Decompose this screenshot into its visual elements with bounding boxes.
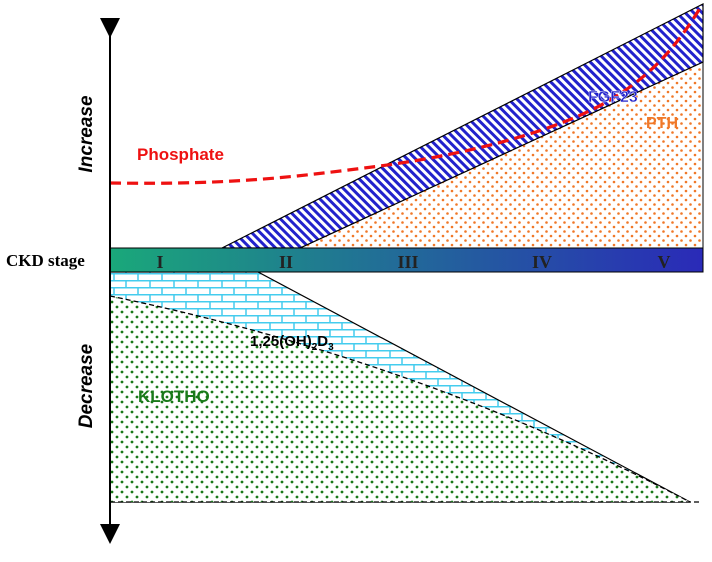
decrease-label: Decrease: [76, 343, 97, 428]
vitd-label: 1,25(OH)2D3: [250, 333, 334, 353]
ckd-stage-label: CKD stage: [6, 251, 85, 270]
stage-label-3: III: [397, 252, 418, 272]
increase-label: Increase: [76, 95, 97, 173]
klotho-region: [110, 296, 690, 502]
pth-label: PTH: [646, 115, 678, 132]
fgf23-label: FGF23: [588, 89, 638, 106]
stage-label-5: V: [658, 252, 671, 272]
phosphate-label: Phosphate: [137, 145, 224, 164]
stage-label-2: II: [279, 252, 293, 272]
klotho-label: KLOTHO: [138, 387, 210, 406]
stage-label-4: IV: [532, 252, 552, 272]
phosphate-curve: [109, 7, 702, 185]
klotho-boundary: [109, 295, 691, 503]
stage-label-1: I: [156, 252, 163, 272]
